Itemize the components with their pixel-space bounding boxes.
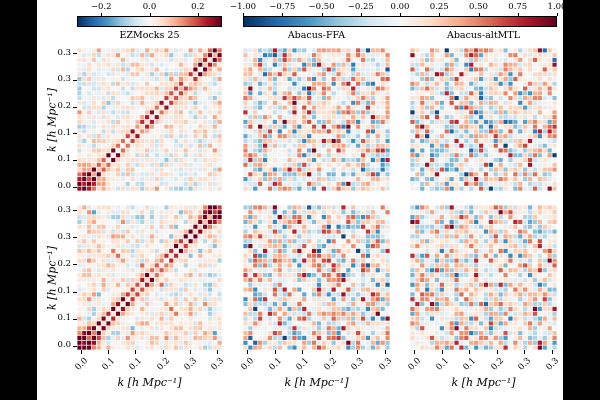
y-tick-label: 0.0 — [57, 340, 71, 351]
figure-canvas: −0.2 0.0 0.2 −1.00 −0.75 −0.50 −0.25 0.00 0.25 0.… — [37, 0, 566, 400]
colorbar-right-tick-label: 0.75 — [508, 2, 528, 12]
y-axis-tick — [73, 291, 77, 293]
x-axis-tick — [496, 350, 498, 354]
y-tick-label: 0.0 — [57, 181, 71, 192]
x-axis-tick — [551, 350, 553, 354]
heatmap-panel-r1c2 — [243, 48, 390, 191]
x-tick-label: 0.0 — [73, 356, 91, 373]
colorbar-right-tick-mark — [360, 13, 362, 16]
x-tick-label: 0.1 — [267, 356, 284, 373]
x-axis-tick — [302, 350, 304, 354]
y-axis-tick — [73, 237, 77, 239]
y-tick-label: 0.3 — [57, 231, 71, 242]
colorbar-right-tick-mark — [321, 13, 323, 16]
column-title-abacus-altmtl: Abacus-altMTL — [446, 30, 521, 41]
heatmap-panel-r2c2 — [243, 205, 390, 350]
x-axis-label-col1: k [h Mpc⁻¹] — [117, 376, 182, 389]
x-axis-tick — [274, 350, 276, 354]
x-axis-tick — [108, 350, 110, 354]
column-title-abacus-ffa: Abacus-FFA — [287, 30, 346, 41]
y-axis-tick — [73, 53, 77, 55]
column-title-ezmocks: EZMocks 25 — [119, 30, 180, 41]
colorbar-right-tick-mark — [282, 13, 284, 16]
y-axis-tick — [73, 186, 77, 188]
y-axis-tick — [73, 345, 77, 347]
x-tick-label: 0.1 — [434, 356, 451, 373]
heatmap-panel-r2c3 — [410, 205, 557, 350]
x-axis-tick — [81, 350, 83, 354]
colorbar-right-tick-label: −0.25 — [347, 2, 374, 12]
y-axis-tick — [73, 210, 77, 212]
y-axis-tick — [73, 133, 77, 135]
colorbar-right-tick-label: 1.00 — [547, 2, 567, 12]
y-axis-label-row1: k [h Mpc⁻¹] — [45, 87, 59, 152]
x-tick-label: 0.3 — [516, 356, 534, 373]
y-axis-tick — [73, 159, 77, 161]
y-axis-tick — [73, 106, 77, 108]
heatmap-panel-r1c3 — [410, 48, 557, 191]
colorbar-left-tick-mark — [101, 13, 103, 16]
x-axis-tick — [216, 350, 218, 354]
x-axis-tick — [469, 350, 471, 354]
colorbar-right-tick-mark — [557, 13, 558, 16]
x-axis-tick — [247, 350, 249, 354]
y-axis-tick — [73, 318, 77, 320]
colorbar-left — [77, 16, 222, 27]
y-axis-tick — [73, 264, 77, 266]
x-axis-tick — [414, 350, 416, 354]
x-tick-label: 0.3 — [376, 356, 394, 373]
colorbar-left-tick-mark — [149, 13, 151, 16]
colorbar-right — [243, 16, 557, 27]
colorbar-right-tick-mark — [439, 13, 441, 16]
colorbar-left-tick-label: −0.2 — [90, 2, 112, 12]
y-tick-label: 0.3 — [57, 47, 71, 58]
x-tick-label: 0.3 — [182, 356, 199, 373]
colorbar-right-tick-label: 0.00 — [390, 2, 410, 12]
x-tick-label: 0.1 — [100, 356, 118, 373]
x-axis-label-col3: k [h Mpc⁻¹] — [451, 376, 516, 389]
x-axis-label-col2: k [h Mpc⁻¹] — [284, 376, 349, 389]
heatmap-panel-r2c1 — [77, 205, 222, 350]
y-axis-tick — [73, 79, 77, 81]
colorbar-right-tick-label: −1.00 — [229, 2, 257, 12]
x-axis-tick — [441, 350, 443, 354]
colorbar-right-tick-mark — [400, 13, 401, 16]
y-tick-label: 0.1 — [57, 313, 71, 324]
colorbar-right-tick-label: 0.25 — [429, 2, 449, 12]
x-axis-tick — [189, 350, 191, 354]
y-tick-label: 0.3 — [57, 74, 71, 85]
colorbar-right-tick-mark — [243, 13, 244, 16]
x-tick-label: 0.0 — [406, 356, 424, 373]
x-tick-label: 0.0 — [239, 356, 257, 373]
y-tick-label: 0.3 — [57, 204, 71, 215]
y-tick-label: 0.1 — [57, 154, 71, 165]
colorbar-right-tick-label: −0.75 — [269, 2, 296, 12]
y-tick-label: 0.1 — [57, 127, 71, 138]
x-axis-tick — [162, 350, 164, 354]
x-axis-tick — [384, 350, 386, 354]
colorbar-right-tick-mark — [478, 13, 480, 16]
x-axis-tick — [329, 350, 331, 354]
y-tick-label: 0.1 — [57, 286, 71, 297]
heatmap-panel-r1c1 — [77, 48, 222, 191]
x-tick-label: 0.3 — [349, 356, 367, 373]
y-tick-label: 0.2 — [57, 258, 71, 269]
colorbar-right-tick-label: −0.50 — [308, 2, 335, 12]
colorbar-left-tick-label: 0.0 — [142, 2, 157, 12]
x-axis-tick — [524, 350, 526, 354]
x-axis-tick — [357, 350, 359, 354]
y-axis-label-row2: k [h Mpc⁻¹] — [45, 245, 59, 310]
x-tick-label: 0.3 — [209, 356, 226, 373]
x-axis-tick — [135, 350, 137, 354]
colorbar-right-tick-label: 0.50 — [469, 2, 488, 12]
x-tick-label: 0.3 — [543, 356, 561, 373]
colorbar-left-tick-label: 0.2 — [191, 2, 205, 12]
colorbar-right-tick-mark — [517, 13, 519, 16]
y-tick-label: 0.2 — [57, 101, 71, 112]
colorbar-left-tick-mark — [197, 13, 199, 16]
